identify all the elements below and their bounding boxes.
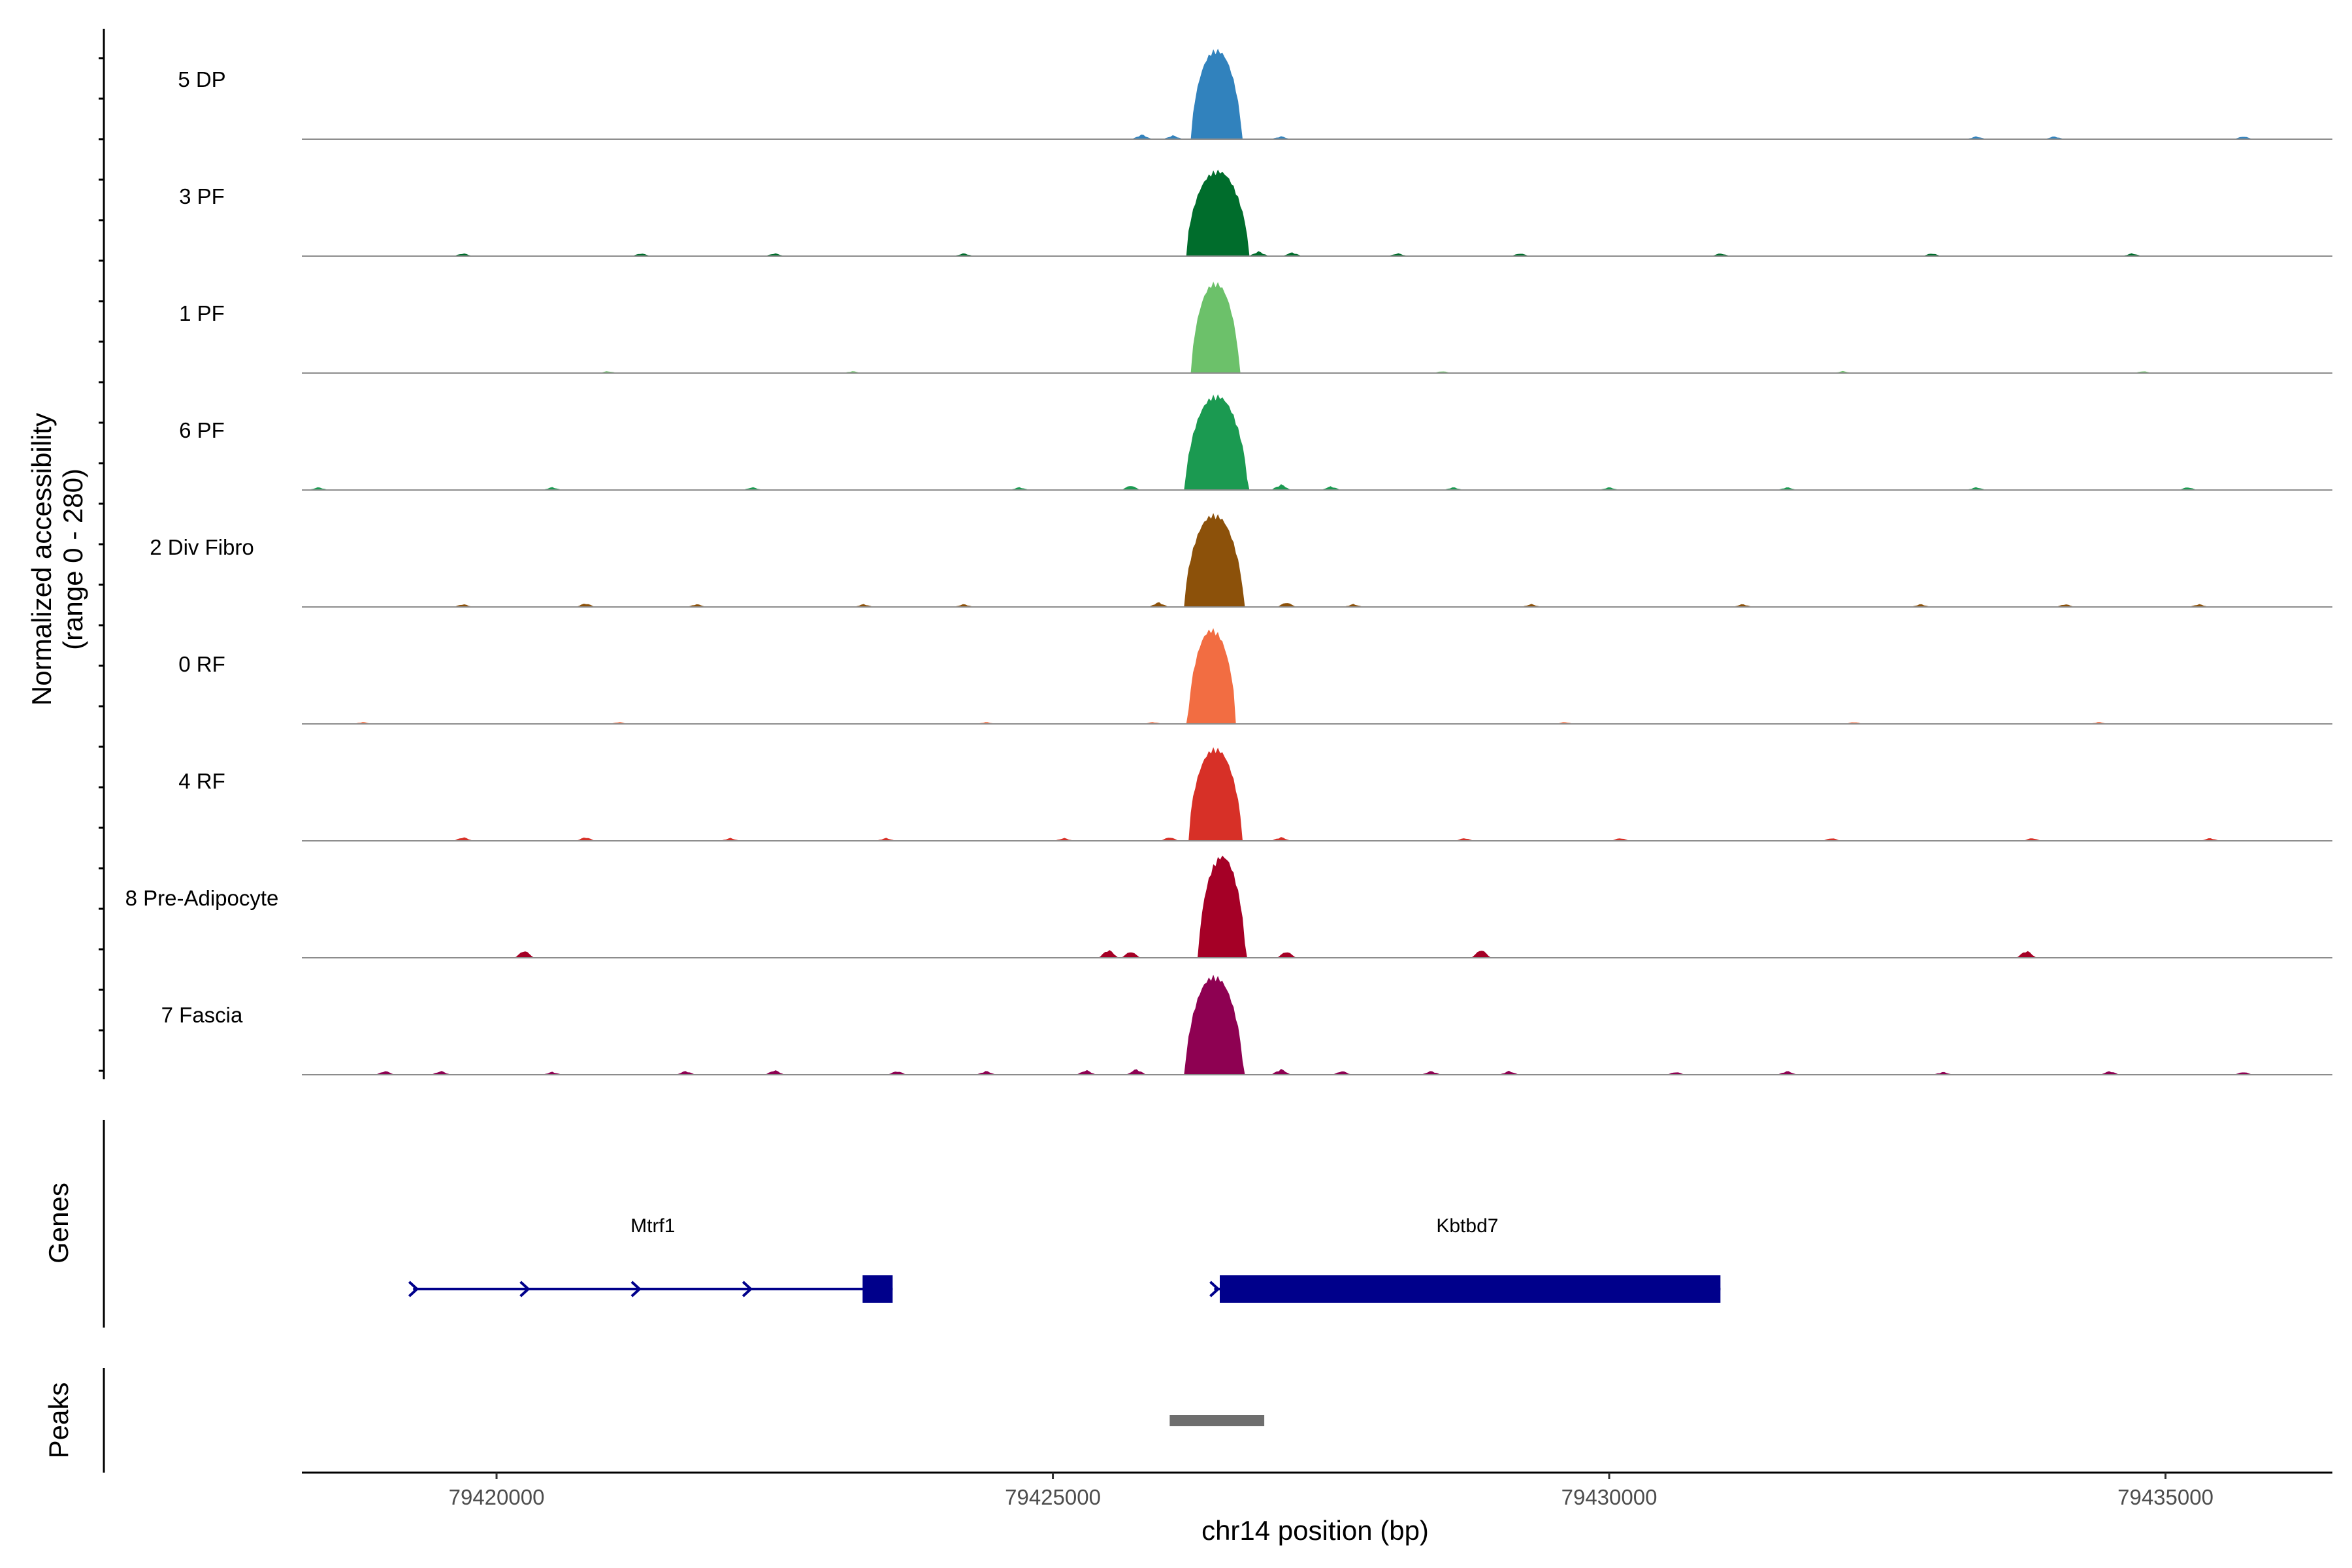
y-axis-title: Normalized accessibility — [26, 413, 57, 706]
track-8-pre-adipocyte: 8 Pre-Adipocyte — [125, 855, 2332, 958]
coverage-area — [302, 628, 2332, 724]
gene-label: Kbtbd7 — [1436, 1215, 1498, 1237]
peak-region-bar — [1169, 1415, 1265, 1426]
x-axis-title: chr14 position (bp) — [1201, 1515, 1429, 1546]
track-7-fascia: 7 Fascia — [161, 974, 2332, 1075]
strand-arrow — [630, 1281, 642, 1298]
gene-mtrf1: Mtrf1 — [408, 1215, 893, 1303]
track-label: 5 DP — [178, 67, 225, 91]
track-label: 2 Div Fibro — [150, 535, 254, 559]
coverage-tracks: 5 DP 3 PF 1 PF 6 PF 2 Div Fibro 0 RF 4 RF 8 Pre… — [125, 48, 2332, 1075]
strand-arrow — [1209, 1281, 1220, 1298]
x-tick-label: 79420000 — [449, 1485, 545, 1509]
coverage-area — [302, 747, 2332, 841]
strand-arrow — [742, 1281, 753, 1298]
coverage-area — [302, 974, 2332, 1075]
coverage-area — [302, 855, 2332, 958]
track-1-pf: 1 PF — [179, 282, 2332, 374]
y-axis-range-label: (range 0 - 280) — [57, 468, 88, 650]
track-0-rf: 0 RF — [178, 628, 2332, 725]
coverage-area — [302, 48, 2332, 139]
strand-arrow — [408, 1281, 419, 1298]
track-label: 1 PF — [179, 301, 225, 325]
x-axis: 79420000 79425000 79430000 79435000 — [302, 1471, 2332, 1509]
track-label: 7 Fascia — [161, 1003, 243, 1027]
track-2-div-fibro: 2 Div Fibro — [150, 513, 2332, 608]
exon-block — [862, 1275, 893, 1303]
strand-arrow — [519, 1281, 531, 1298]
track-label: 3 PF — [179, 184, 225, 208]
coverage-area — [302, 394, 2332, 490]
coverage-area — [302, 513, 2332, 607]
x-tick-label: 79435000 — [2117, 1485, 2213, 1509]
track-label: 6 PF — [179, 418, 225, 442]
track-4-rf: 4 RF — [178, 747, 2332, 841]
exon-block — [1219, 1275, 1721, 1303]
peaks-track-title: Peaks — [43, 1382, 74, 1459]
x-tick-label: 79430000 — [1561, 1485, 1658, 1509]
coverage-area — [302, 282, 2332, 373]
track-label: 4 RF — [178, 769, 225, 793]
track-5-dp: 5 DP — [178, 48, 2332, 140]
gene-label: Mtrf1 — [630, 1215, 675, 1237]
gene-kbtbd7: Kbtbd7 — [1209, 1215, 1721, 1303]
track-label: 8 Pre-Adipocyte — [125, 886, 279, 910]
x-tick-label: 79425000 — [1005, 1485, 1101, 1509]
track-6-pf: 6 PF — [179, 394, 2332, 491]
peaks-track — [1169, 1415, 1265, 1426]
coverage-area — [302, 169, 2332, 256]
track-label: 0 RF — [178, 652, 225, 676]
track-3-pf: 3 PF — [179, 169, 2332, 257]
left-axes — [99, 29, 105, 1473]
gene-annotation-track: Mtrf1 Kbtbd7 — [408, 1215, 1721, 1303]
genes-track-title: Genes — [43, 1183, 74, 1264]
